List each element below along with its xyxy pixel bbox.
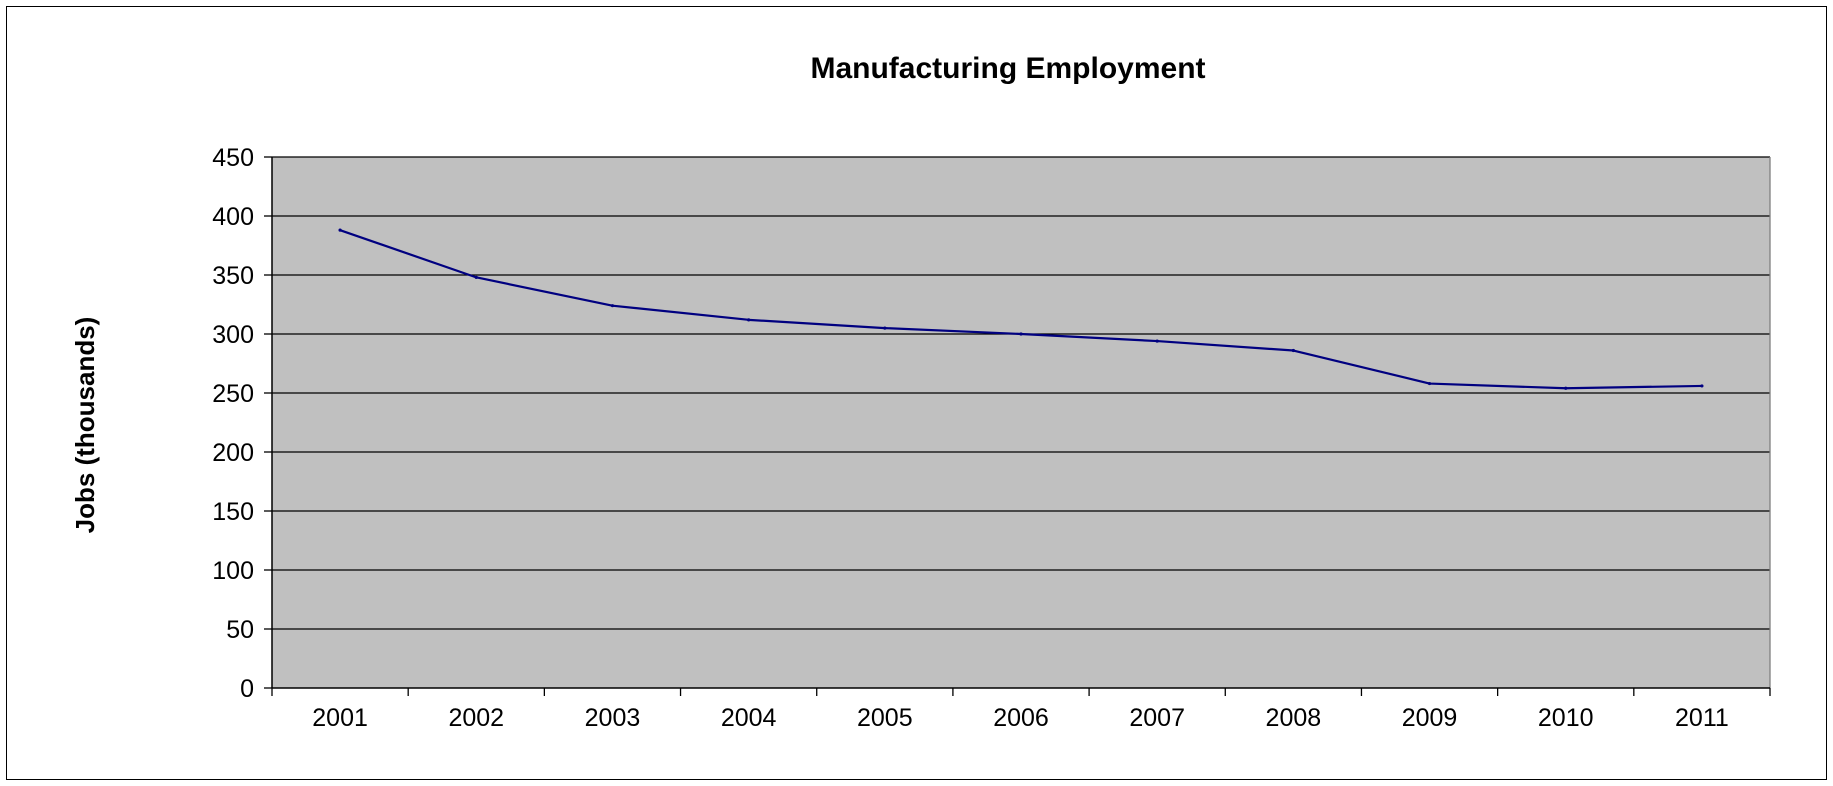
data-point-2010 — [1564, 386, 1568, 390]
x-tick-label-2004: 2004 — [721, 704, 777, 732]
data-point-2011 — [1700, 384, 1704, 388]
data-point-2005 — [883, 326, 887, 330]
data-point-2007 — [1155, 339, 1159, 343]
x-tick-label-2006: 2006 — [993, 704, 1049, 732]
series — [338, 228, 1704, 390]
data-point-2009 — [1427, 381, 1432, 386]
tick-labels: 0 50 100 150 200 250 300 350 400 450 2001 2002 2003 2… — [212, 144, 1729, 732]
x-tick-label-2008: 2008 — [1266, 704, 1322, 732]
y-tick-label-300: 300 — [212, 321, 254, 349]
line-chart: Manufacturing Employment Jobs (thousands… — [70, 52, 1771, 732]
data-point-2001 — [338, 228, 342, 232]
x-tick-label-2011: 2011 — [1675, 704, 1729, 732]
y-tick-label-150: 150 — [212, 498, 254, 526]
data-point-2008 — [1291, 348, 1295, 353]
y-tick-label-250: 250 — [212, 380, 254, 408]
data-point-2003 — [610, 304, 615, 308]
x-tick-label-2009: 2009 — [1402, 704, 1458, 732]
y-tick-label-450: 450 — [212, 144, 254, 172]
y-tick-label-350: 350 — [212, 262, 254, 290]
data-point-2006 — [1019, 332, 1023, 336]
y-axis-title: Jobs (thousands) — [70, 317, 100, 534]
y-tick-label-200: 200 — [212, 439, 254, 467]
y-tick-label-100: 100 — [212, 557, 254, 585]
data-point-2004 — [747, 318, 751, 322]
y-tick-label-400: 400 — [212, 203, 254, 231]
x-tick-label-2010: 2010 — [1538, 704, 1594, 732]
plot-area — [272, 157, 1770, 688]
axes — [264, 156, 1771, 696]
x-tick-label-2002: 2002 — [448, 704, 504, 732]
x-tick-label-2001: 2001 — [312, 704, 368, 732]
y-tick-label-50: 50 — [226, 616, 254, 644]
y-tick-label-0: 0 — [240, 675, 254, 703]
x-tick-label-2007: 2007 — [1129, 704, 1185, 732]
chart-frame: Manufacturing Employment Jobs (thousands… — [6, 6, 1827, 780]
x-tick-label-2003: 2003 — [585, 704, 641, 732]
x-tick-label-2005: 2005 — [857, 704, 913, 732]
chart-title: Manufacturing Employment — [810, 52, 1205, 85]
data-point-2002 — [474, 275, 478, 279]
